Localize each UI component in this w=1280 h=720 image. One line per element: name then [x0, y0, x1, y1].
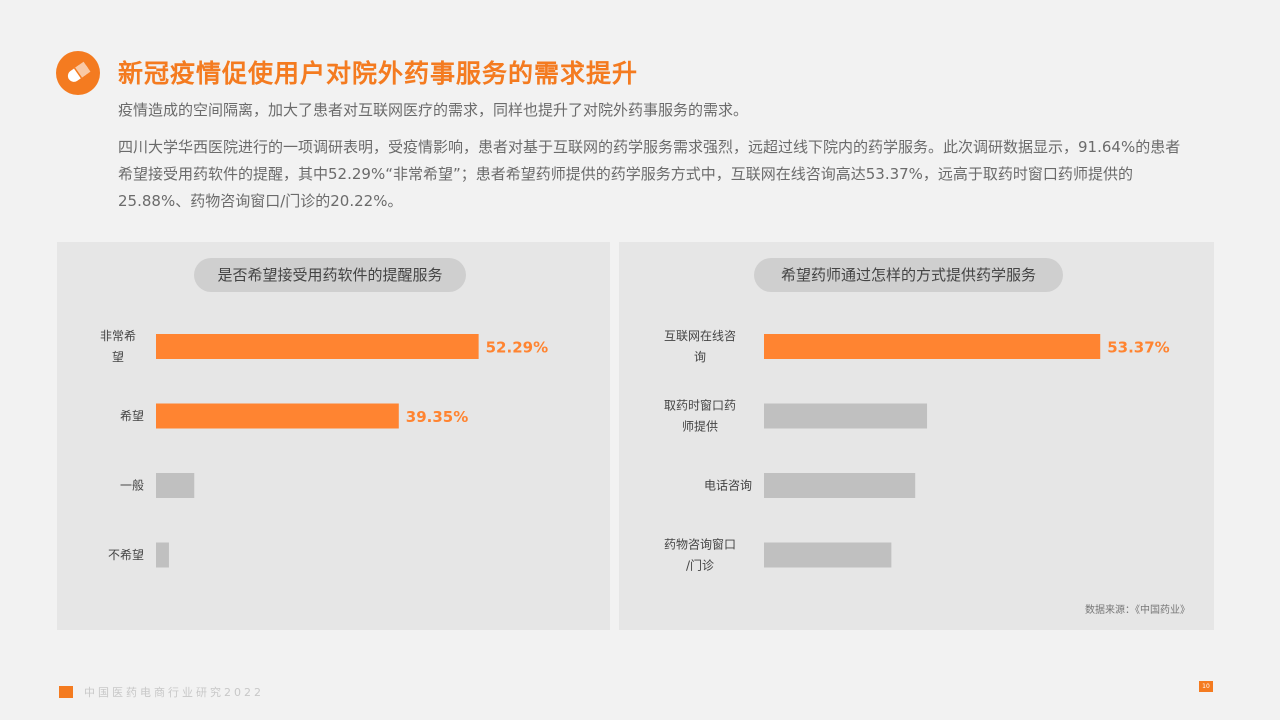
data-source: 数据来源：《中国药业》 [1085, 605, 1190, 616]
value-label: 53.37% [1107, 339, 1169, 357]
page-subtitle: 疫情造成的空间隔离，加大了患者对互联网医疗的需求，同样也提升了对院外药事服务的需… [118, 101, 749, 119]
category-label: 师提供 [682, 419, 718, 434]
footer-text: 中国医药电商行业研究2022 [84, 686, 264, 699]
category-label: 希望 [120, 408, 144, 423]
category-label: 不希望 [108, 547, 144, 562]
page-title: 新冠疫情促使用户对院外药事服务的需求提升 [118, 59, 639, 88]
bar [764, 403, 928, 429]
bar [156, 334, 479, 359]
footer-mark [59, 686, 73, 698]
category-label: 望 [112, 350, 124, 364]
bar [156, 542, 169, 568]
chart-title: 希望药师通过怎样的方式提供药学服务 [754, 258, 1063, 292]
category-label: 电话咨询 [704, 478, 752, 493]
pill-icon [56, 51, 100, 95]
bar [764, 334, 1101, 359]
category-label: 询 [694, 350, 706, 364]
category-label: /门诊 [686, 558, 714, 573]
chart-panel-service: 互联网在线咨询 53.37% 取药时窗口药 师提供电话咨询药物咨询窗口 /门诊 希望药… [619, 242, 1214, 630]
chart-panel-reminder: 非常希望 52.29% 希望 39.35% 一般不希望 是否希望接受用药软件的提醒服务 [57, 242, 610, 630]
bar [764, 473, 916, 498]
category-label: 一般 [120, 478, 144, 493]
category-label: 药物咨询窗口 [664, 537, 736, 552]
body-paragraph: 四川大学华西医院进行的一项调研表明，受疫情影响，患者对基于互联网的药学服务需求强… [118, 138, 1181, 210]
category-label: 互联网在线咨 [664, 328, 736, 343]
category-label: 取药时窗口药 [664, 399, 736, 413]
chart-title: 是否希望接受用药软件的提醒服务 [194, 258, 466, 292]
bar [764, 542, 892, 568]
value-label: 52.29% [486, 339, 548, 357]
category-label: 非常希 [100, 328, 136, 343]
bar [156, 473, 195, 498]
bar [156, 403, 399, 429]
page-number: 10 [1199, 681, 1213, 692]
value-label: 39.35% [406, 408, 468, 426]
